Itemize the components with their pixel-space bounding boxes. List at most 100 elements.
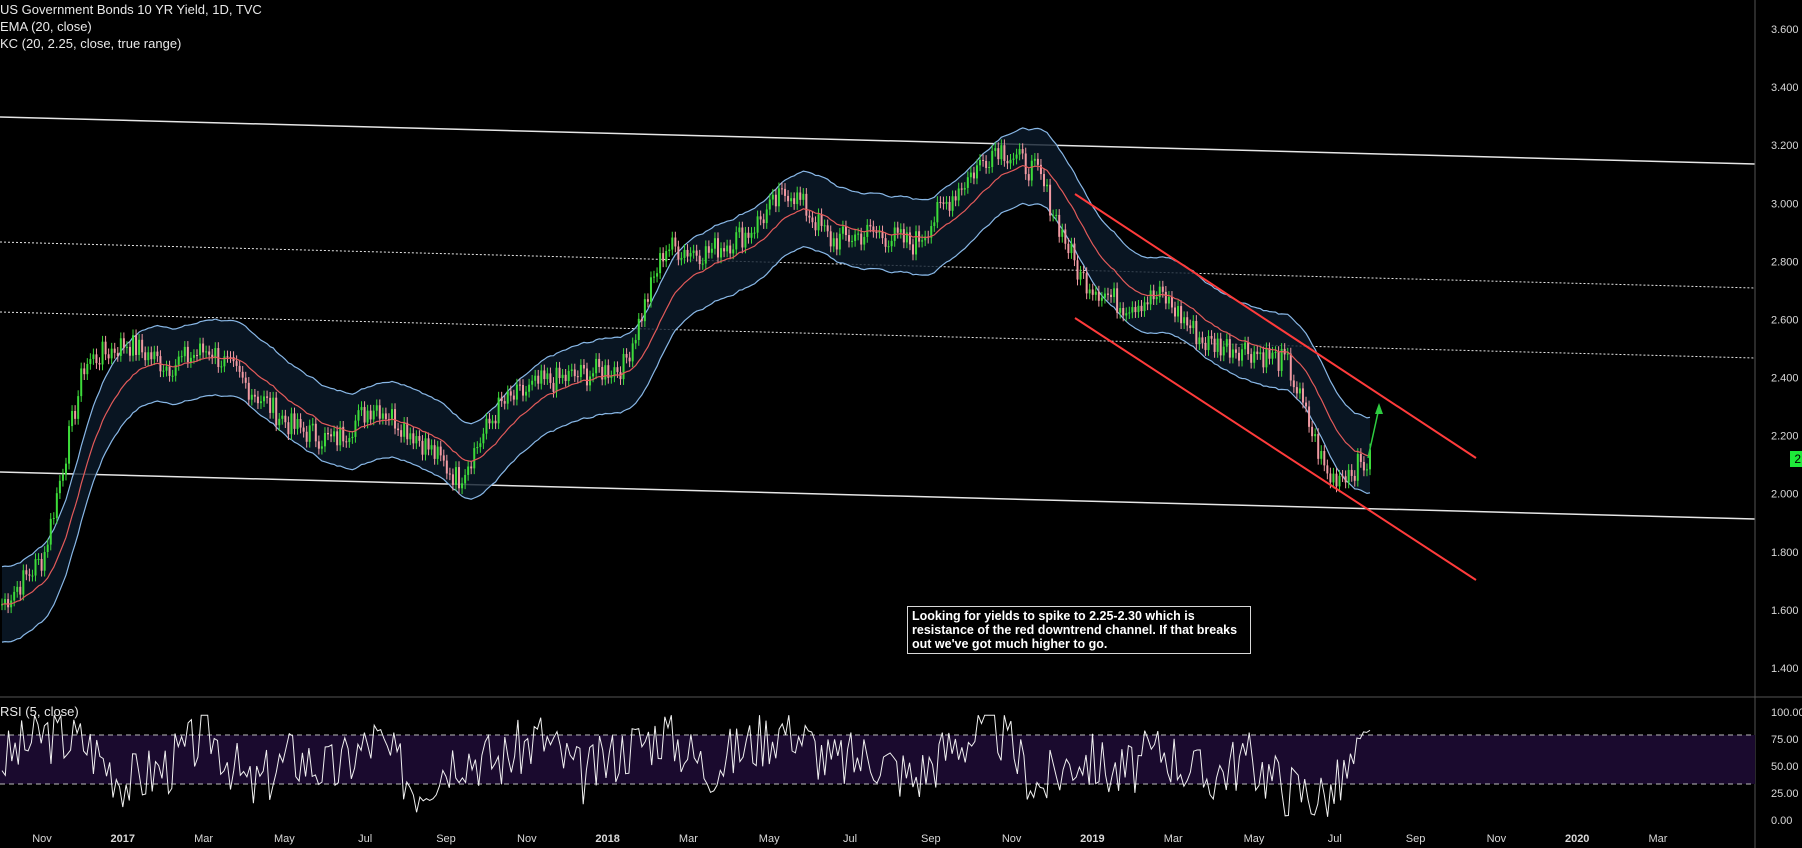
candle-body <box>869 224 872 227</box>
candle-body <box>1018 149 1021 155</box>
upper-trendline[interactable] <box>0 116 1756 165</box>
candle-body <box>1183 317 1186 324</box>
candle-body <box>653 276 656 278</box>
candle-body <box>177 356 180 365</box>
candle-body <box>278 418 281 426</box>
candle-body <box>31 575 34 577</box>
candle-body <box>1122 308 1125 316</box>
candle-body <box>683 249 686 258</box>
candle-body <box>1091 289 1094 295</box>
candle-body <box>1231 349 1234 358</box>
candle-body <box>1210 335 1213 339</box>
candle-body <box>942 202 945 204</box>
candle-body <box>153 351 156 360</box>
candle-body <box>576 376 579 378</box>
candle-body <box>762 219 765 224</box>
candle-body <box>1332 473 1335 483</box>
candle-body <box>168 366 171 376</box>
candle-body <box>1049 184 1052 216</box>
candle-body <box>1201 337 1204 343</box>
keltner-upper <box>1 127 1371 568</box>
candle-body <box>333 431 336 437</box>
candle-body <box>768 199 771 210</box>
candle-body <box>86 363 89 375</box>
candle-body <box>1228 339 1231 358</box>
candle-body <box>704 246 707 264</box>
candle-body <box>1356 453 1359 481</box>
channel-upper-line[interactable] <box>1074 193 1477 459</box>
candle-body <box>601 366 604 380</box>
candle-body <box>991 150 994 167</box>
time-tick-label: 2020 <box>1565 833 1589 845</box>
candle-body <box>272 397 275 413</box>
candle-body <box>579 364 582 378</box>
candle-body <box>765 209 768 224</box>
candle-body <box>729 245 732 254</box>
candle-body <box>281 415 284 419</box>
candle-body <box>835 238 838 250</box>
candle-body <box>1244 342 1247 350</box>
candle-body <box>525 391 528 396</box>
candle-body <box>592 373 595 377</box>
candle-body <box>40 558 43 571</box>
candle-body <box>975 165 978 179</box>
candle-body <box>71 410 74 427</box>
candle-body <box>381 413 384 419</box>
candle-body <box>1064 229 1067 244</box>
candle-body <box>564 374 567 381</box>
candle-body <box>165 366 168 371</box>
candle-body <box>985 160 988 168</box>
candle-body <box>287 422 290 435</box>
candle-body <box>80 368 83 397</box>
price-tick-label: 2.600 <box>1771 314 1799 326</box>
time-tick-label: 2017 <box>111 833 135 845</box>
candle-body <box>829 231 832 247</box>
candle-body <box>1253 351 1256 363</box>
candle-body <box>1055 214 1058 216</box>
candle-body <box>421 440 424 455</box>
candle-body <box>963 187 966 190</box>
candle-body <box>156 351 159 357</box>
candle-body <box>561 374 564 378</box>
time-tick-label: Mar <box>1164 833 1183 845</box>
candle-body <box>1317 434 1320 459</box>
price-tick-label: 3.400 <box>1771 82 1799 94</box>
candle-body <box>595 358 598 374</box>
candle-body <box>293 413 296 429</box>
rsi-tick-label: 75.00 <box>1771 734 1799 746</box>
candle-body <box>1362 461 1365 471</box>
candle-body <box>92 354 95 360</box>
candle-body <box>780 188 783 190</box>
mid-trendline-2[interactable] <box>0 311 1756 359</box>
lower-trendline[interactable] <box>0 471 1756 520</box>
channel-lower-line[interactable] <box>1074 317 1477 581</box>
candle-body <box>585 368 588 386</box>
candle-body <box>979 159 982 166</box>
candle-body <box>430 445 433 450</box>
candle-body <box>686 249 689 257</box>
candle-body <box>135 335 138 355</box>
annotation-note[interactable]: Looking for yields to spike to 2.25-2.30… <box>907 606 1251 654</box>
projection-arrow[interactable] <box>1367 403 1383 459</box>
candle-body <box>49 518 52 545</box>
candle-body <box>470 466 473 469</box>
candle-body <box>244 377 247 383</box>
candle-body <box>643 299 646 322</box>
candle-body <box>616 367 619 373</box>
candle-body <box>1021 149 1024 154</box>
candle-body <box>458 467 461 489</box>
candle-body <box>598 358 601 367</box>
candle-body <box>275 397 278 426</box>
candle-body <box>132 335 135 356</box>
candle-body <box>521 385 524 396</box>
time-tick-label: Nov <box>1487 833 1507 845</box>
candle-body <box>1369 449 1371 470</box>
candle-body <box>119 338 122 356</box>
price-tick-label: 2.800 <box>1771 256 1799 268</box>
candle-body <box>1204 342 1207 351</box>
candle-body <box>634 339 637 344</box>
candle-body <box>220 366 223 368</box>
candle-body <box>473 448 476 469</box>
candle-body <box>211 354 214 359</box>
